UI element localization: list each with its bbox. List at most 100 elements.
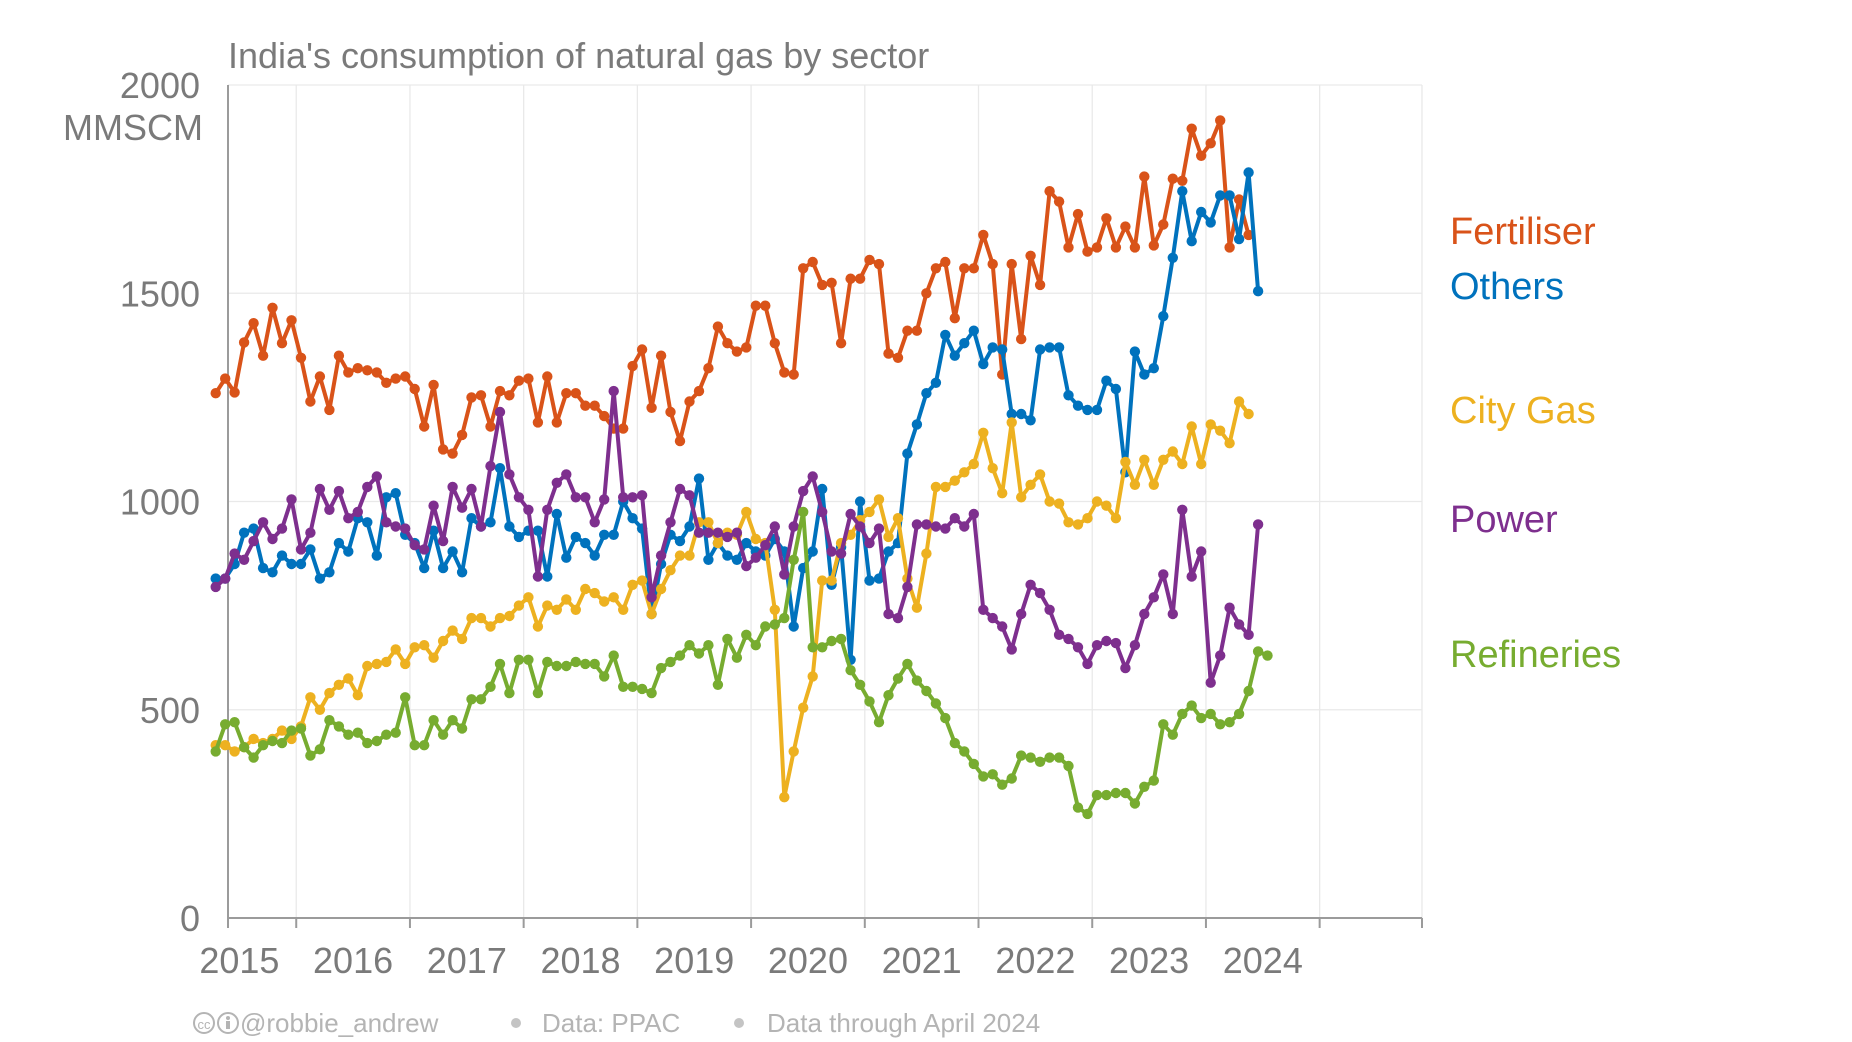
data-point [523, 504, 534, 515]
data-point [324, 504, 335, 515]
data-point [295, 558, 307, 570]
data-point [419, 562, 430, 574]
data-point [1110, 242, 1122, 253]
data-point [371, 735, 382, 747]
data-point [1082, 808, 1093, 820]
data-point [646, 608, 657, 620]
data-point [1006, 408, 1017, 420]
data-point [1025, 415, 1036, 426]
data-point [854, 496, 866, 507]
data-point [381, 492, 392, 503]
data-point [352, 727, 363, 738]
data-point [1101, 635, 1112, 647]
data-point [504, 469, 515, 480]
data-point [636, 490, 648, 501]
data-point [978, 358, 989, 370]
data-point [1167, 173, 1179, 184]
data-point [1034, 344, 1046, 355]
data-point [523, 592, 534, 603]
data-point [997, 344, 1008, 355]
data-point [911, 325, 923, 336]
data-point [703, 363, 714, 374]
series-fertiliser [210, 115, 1254, 459]
data-point [1158, 454, 1169, 465]
data-point [1205, 138, 1216, 149]
data-point [1016, 492, 1027, 503]
series-line [215, 399, 1251, 800]
data-point [864, 506, 875, 518]
data-point [722, 550, 733, 561]
data-point [1091, 789, 1103, 801]
data-point [570, 388, 581, 399]
data-point [475, 390, 487, 401]
data-point [646, 402, 657, 413]
creative-commons-icon: cc [193, 1012, 215, 1034]
data-point [1120, 456, 1131, 468]
data-point [636, 344, 648, 355]
footer-separator-1 [511, 1018, 521, 1028]
data-point [286, 725, 297, 736]
data-point [1044, 186, 1055, 197]
data-point [1233, 708, 1245, 720]
data-point [570, 656, 581, 668]
data-point [343, 546, 354, 557]
data-point [561, 388, 572, 399]
data-point [1196, 712, 1207, 724]
data-point [589, 400, 600, 411]
x-tick-label: 2023 [1109, 940, 1189, 981]
data-point [987, 258, 998, 270]
data-point [684, 396, 695, 407]
data-point [1224, 190, 1235, 201]
data-point [333, 537, 345, 549]
data-point [1243, 408, 1254, 420]
data-point [428, 500, 439, 511]
data-point [826, 277, 837, 288]
data-point [229, 548, 240, 559]
data-point [343, 513, 354, 524]
data-point [618, 604, 629, 615]
data-point [807, 471, 818, 482]
data-point [608, 592, 619, 603]
data-point [1025, 579, 1036, 590]
data-point [305, 692, 316, 703]
data-point [731, 346, 743, 357]
data-point [580, 583, 591, 595]
data-point [475, 521, 487, 532]
data-point [494, 385, 506, 397]
data-point [1053, 498, 1065, 509]
data-point [466, 513, 477, 524]
data-point [1167, 608, 1179, 620]
data-point [466, 392, 477, 403]
data-point [447, 715, 458, 726]
data-point [627, 579, 638, 590]
data-point [1139, 369, 1150, 380]
data-point [504, 521, 515, 532]
data-point [400, 692, 411, 703]
data-point [447, 625, 458, 636]
data-point [570, 492, 581, 503]
data-point [589, 550, 600, 561]
data-point [248, 535, 259, 547]
data-point [352, 363, 363, 374]
data-point [693, 473, 705, 484]
data-point [911, 675, 923, 686]
data-point [343, 729, 354, 740]
data-point [257, 740, 269, 751]
data-point [684, 550, 695, 561]
data-point [1082, 404, 1093, 416]
data-point [286, 494, 297, 505]
data-point [1129, 798, 1141, 809]
legend-label: Refineries [1450, 634, 1621, 676]
data-point [618, 423, 629, 434]
data-point [305, 544, 316, 555]
data-point [428, 715, 439, 726]
data-point [779, 792, 790, 803]
data-point [665, 656, 676, 668]
data-point [1120, 787, 1131, 799]
data-point [997, 621, 1008, 632]
data-point [1215, 190, 1226, 201]
data-point [949, 350, 960, 361]
y-tick-label: 2000 [120, 65, 200, 106]
y-tick-label: 1500 [120, 273, 200, 314]
data-point [921, 548, 932, 559]
